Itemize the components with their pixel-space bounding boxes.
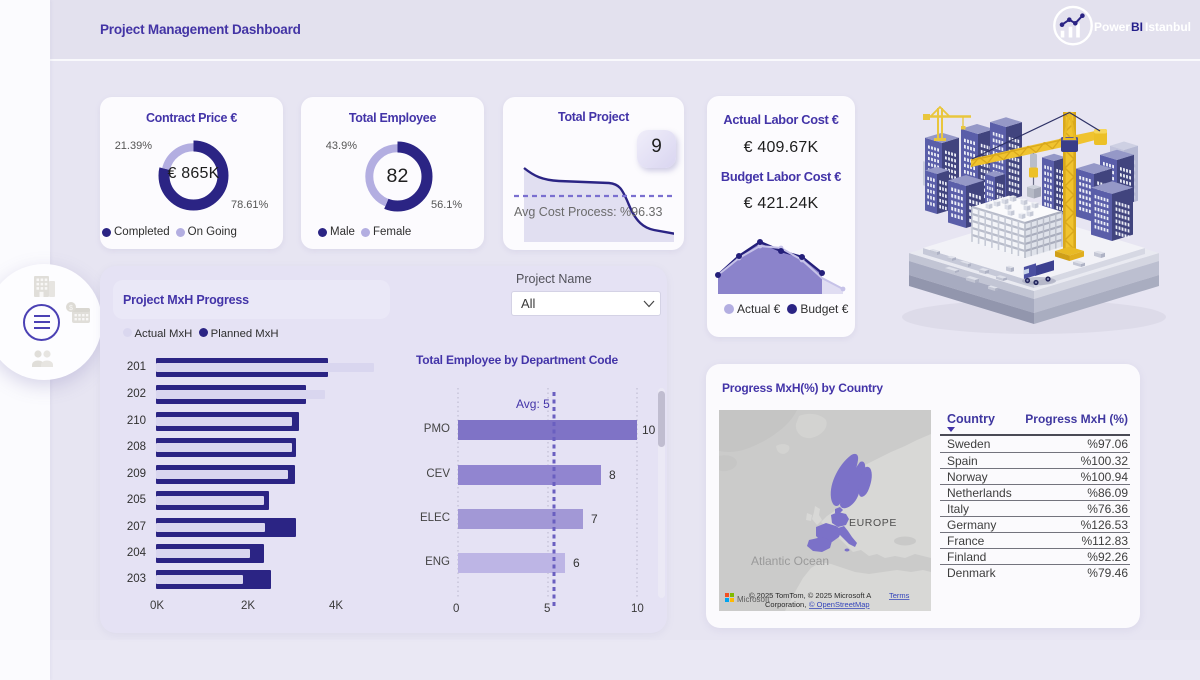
svg-text:Atlantic Ocean: Atlantic Ocean — [751, 554, 829, 568]
svg-text:$: $ — [69, 305, 73, 312]
svg-text:© OpenStreetMap: © OpenStreetMap — [809, 600, 870, 609]
svg-text:Corporation,: Corporation, — [765, 600, 806, 609]
svg-text:Terms: Terms — [889, 591, 910, 600]
svg-text:EUROPE: EUROPE — [849, 517, 897, 529]
svg-text:Istanbul: Istanbul — [1145, 20, 1191, 34]
svg-text:Microsoft: Microsoft — [737, 595, 770, 604]
svg-text:Power: Power — [1094, 20, 1130, 34]
svg-text:© 2025 TomTom, © 2025 Microsof: © 2025 TomTom, © 2025 Microsoft A — [749, 591, 871, 600]
svg-text:BI: BI — [1131, 20, 1143, 34]
